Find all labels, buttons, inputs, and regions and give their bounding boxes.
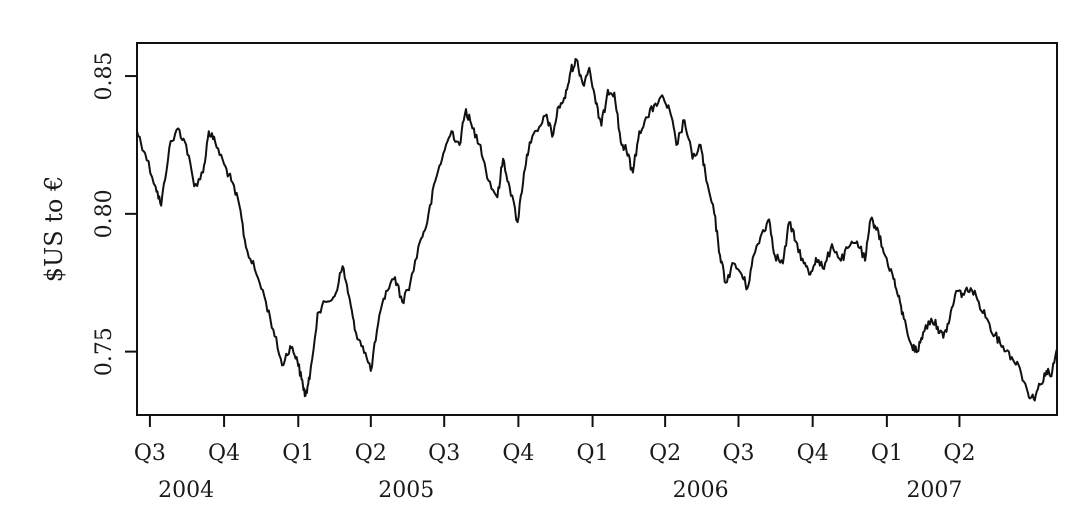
x-tick-label-6: Q1: [577, 441, 609, 466]
x-tick-label-11: Q2: [943, 441, 975, 466]
x-tick-label-2: Q1: [282, 441, 314, 466]
x-tick-label-8: Q3: [722, 441, 754, 466]
year-label-1: 2005: [378, 478, 434, 503]
x-axis: Q3 Q4 Q1 Q2 Q3 Q4 Q1 Q2 Q3 Q4 Q1 Q2 2004 2005 2006 2007: [134, 415, 975, 503]
x-tick-label-5: Q4: [502, 441, 534, 466]
year-label-0: 2004: [158, 478, 214, 503]
y-axis-title: $US to €: [40, 176, 68, 283]
x-tick-label-3: Q2: [355, 441, 387, 466]
x-tick-label-7: Q2: [649, 441, 681, 466]
plot-frame: [136, 42, 1058, 416]
x-tick-label-10: Q1: [871, 441, 903, 466]
series-layer: [136, 58, 1058, 402]
year-label-3: 2007: [906, 478, 962, 503]
x-tick-label-1: Q4: [208, 441, 240, 466]
x-tick-label-4: Q3: [428, 441, 460, 466]
y-tick-label-1: 0.80: [92, 189, 117, 238]
x-tick-label-0: Q3: [134, 441, 166, 466]
y-axis: 0.75 0.80 0.85: [92, 52, 137, 376]
series-line-0: [136, 58, 1058, 402]
year-label-2: 2006: [673, 478, 729, 503]
y-tick-label-0: 0.75: [92, 327, 117, 376]
y-tick-label-2: 0.85: [92, 52, 117, 101]
x-tick-label-9: Q4: [797, 441, 829, 466]
